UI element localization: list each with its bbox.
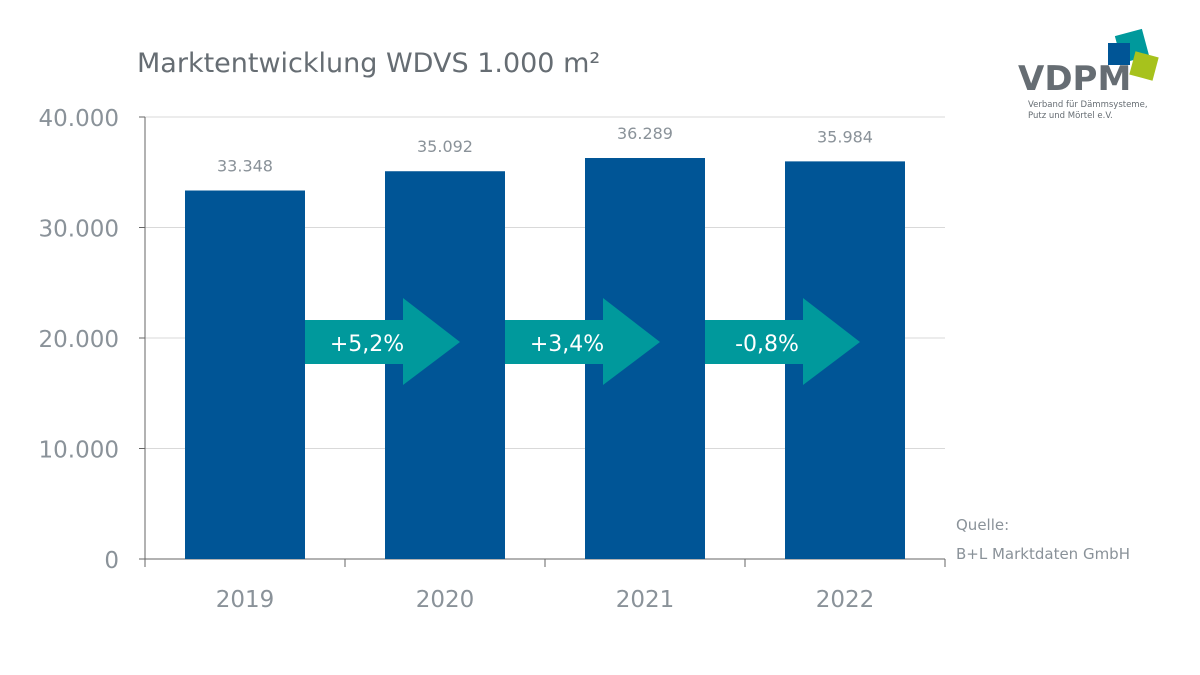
x-tick-label: 2019	[216, 587, 275, 613]
change-label: -0,8%	[735, 332, 799, 357]
change-label: +3,4%	[530, 332, 604, 357]
data-label: 33.348	[217, 157, 273, 176]
data-label: 35.092	[417, 137, 473, 156]
change-arrow	[505, 298, 660, 385]
y-tick-label: 10.000	[39, 438, 119, 464]
data-label: 36.289	[617, 124, 673, 143]
x-tick-label: 2021	[616, 587, 675, 613]
x-tick-label: 2022	[816, 587, 875, 613]
logo-subtitle-2: Putz und Mörtel e.V.	[1028, 111, 1113, 121]
change-arrow	[705, 298, 860, 385]
logo-subtitle-1: Verband für Dämmsysteme,	[1028, 100, 1148, 110]
logo-text: VDPM	[1018, 59, 1131, 99]
y-tick-label: 20.000	[39, 327, 119, 353]
y-tick-label: 30.000	[39, 217, 119, 243]
bar-2019	[185, 190, 305, 560]
data-label: 35.984	[817, 127, 873, 146]
source-label: Quelle:	[956, 516, 1010, 534]
chart-title: Marktentwicklung WDVS 1.000 m²	[137, 48, 601, 79]
x-tick-label: 2020	[416, 587, 475, 613]
y-tick-label: 0	[104, 548, 119, 574]
change-arrow	[305, 298, 460, 385]
y-tick-label: 40.000	[39, 106, 119, 132]
vdpm-logo: VDPM Verband für Dämmsysteme, Putz und M…	[1018, 28, 1159, 121]
source-text: B+L Marktdaten GmbH	[956, 545, 1130, 563]
change-label: +5,2%	[330, 332, 404, 357]
